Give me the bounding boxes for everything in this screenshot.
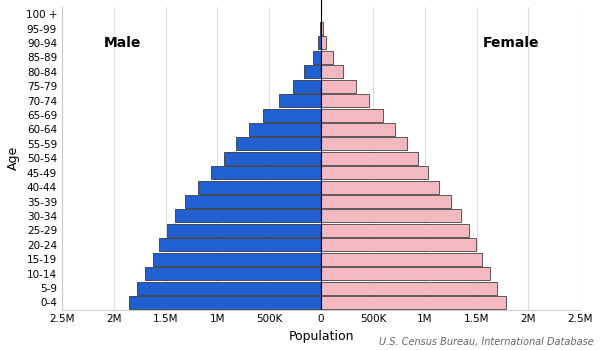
Bar — [175, 209, 321, 223]
Bar — [224, 152, 321, 165]
Bar — [137, 281, 321, 294]
Text: U.S. Census Bureau, International Database: U.S. Census Bureau, International Databa… — [379, 336, 594, 346]
Bar — [321, 51, 334, 64]
Bar — [263, 108, 321, 121]
Bar — [129, 296, 321, 309]
Bar — [321, 267, 490, 280]
Bar — [321, 94, 369, 107]
Bar — [198, 181, 321, 194]
Bar — [160, 238, 321, 251]
Bar — [167, 224, 321, 237]
Bar — [313, 51, 321, 64]
Bar — [248, 123, 321, 136]
Bar — [321, 36, 326, 49]
Bar — [318, 36, 321, 49]
Bar — [304, 65, 321, 78]
Bar — [321, 152, 418, 165]
Bar — [321, 195, 451, 208]
Bar — [321, 181, 439, 194]
Bar — [321, 238, 476, 251]
Bar — [278, 94, 321, 107]
Y-axis label: Age: Age — [7, 146, 20, 170]
Bar — [293, 80, 321, 93]
Bar — [321, 80, 356, 93]
Bar — [321, 224, 469, 237]
X-axis label: Population: Population — [289, 330, 354, 343]
Bar — [321, 296, 506, 309]
Bar — [321, 123, 395, 136]
Text: Female: Female — [482, 36, 539, 50]
Bar — [321, 22, 323, 35]
Bar — [321, 253, 482, 266]
Bar — [321, 166, 428, 179]
Bar — [321, 209, 461, 223]
Bar — [185, 195, 321, 208]
Bar — [211, 166, 321, 179]
Bar — [153, 253, 321, 266]
Bar — [321, 65, 343, 78]
Bar — [236, 138, 321, 150]
Bar — [145, 267, 321, 280]
Bar — [321, 138, 407, 150]
Text: Male: Male — [103, 36, 141, 50]
Bar — [321, 281, 497, 294]
Bar — [320, 22, 321, 35]
Bar — [321, 108, 383, 121]
